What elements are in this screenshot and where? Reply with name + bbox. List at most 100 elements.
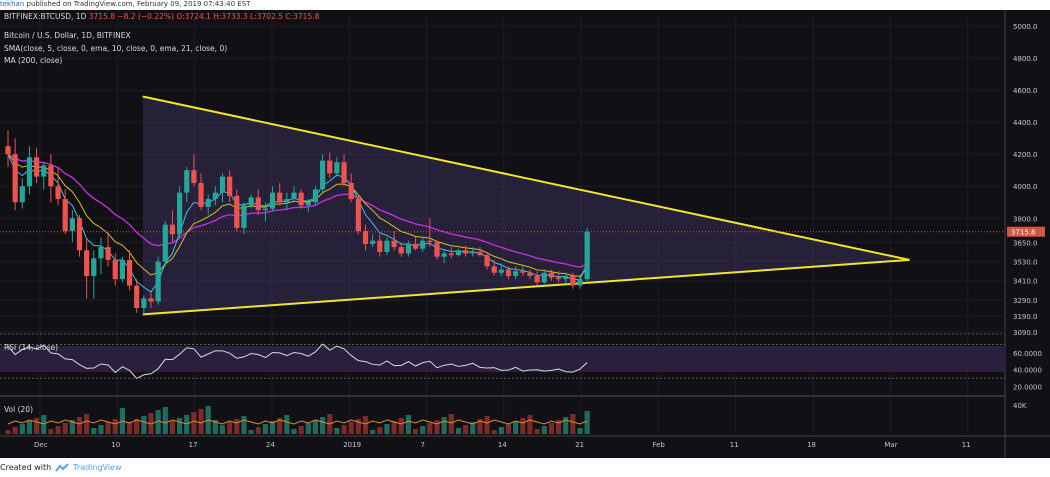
volume-bar	[448, 414, 454, 434]
volume-bar	[84, 414, 90, 434]
volume-bar	[584, 411, 590, 434]
candle-body	[141, 298, 147, 308]
volume-bar	[227, 422, 233, 434]
candle-body	[155, 261, 161, 302]
candle-body	[291, 192, 297, 200]
price-axis-label: 4600.0	[1013, 87, 1038, 95]
time-axis-label: 17	[189, 441, 198, 449]
volume-bar	[362, 416, 369, 434]
sma-legend[interactable]: SMA(close, 5, close, 0, ema, 10, close, …	[4, 44, 228, 53]
volume-bar	[155, 410, 161, 434]
volume-bar	[470, 422, 476, 434]
volume-bar	[398, 418, 404, 434]
candle-body	[91, 258, 97, 276]
volume-bar	[262, 424, 268, 434]
time-axis-label: 21	[575, 441, 584, 449]
volume-bar	[291, 429, 297, 434]
ma-legend[interactable]: MA (200, close)	[4, 56, 63, 65]
candle-body	[255, 197, 261, 211]
vol-axis-label: 40K	[1013, 402, 1027, 410]
volume-bar	[370, 430, 376, 434]
volume-ma-line	[7, 419, 588, 425]
candle-body	[348, 183, 354, 200]
volume-bar	[477, 419, 483, 434]
volume-bar	[76, 417, 83, 434]
candle-body	[19, 186, 25, 203]
candle-body	[412, 243, 419, 249]
publish-header: tekhan published on TradingView.com, Feb…	[0, 0, 1050, 9]
time-axis-label: 2019	[343, 441, 361, 449]
candle-body	[298, 192, 304, 206]
volume-bar	[248, 430, 254, 434]
candle-body	[441, 253, 447, 257]
candle-body	[434, 242, 440, 257]
volume-bar	[548, 423, 554, 434]
created-with-text: Created with	[0, 462, 52, 472]
author-name[interactable]: tekhan	[0, 0, 25, 8]
candle-body	[355, 199, 361, 232]
volume-bar	[284, 415, 290, 434]
volume-bar	[355, 419, 361, 434]
volume-bar	[520, 418, 526, 434]
volume-bar	[126, 422, 133, 434]
volume-bar	[513, 421, 519, 434]
volume-bar	[527, 415, 533, 434]
volume-bar	[320, 417, 326, 434]
candle-body	[470, 251, 476, 254]
candle-body	[548, 272, 554, 278]
candle-body	[41, 165, 47, 177]
volume-bar	[19, 424, 25, 434]
volume-bar	[405, 415, 411, 434]
volume-bar	[105, 422, 111, 434]
ohlc-values: O:3724.1 H:3733.3 L:3702.5 C:3715.8	[176, 12, 320, 21]
volume-bar	[169, 421, 176, 434]
volume-bar	[69, 420, 75, 434]
vol-legend[interactable]: Vol (20)	[4, 405, 34, 414]
candle-body	[527, 272, 533, 276]
candle-body	[262, 208, 268, 211]
volume-bar	[412, 429, 419, 434]
volume-bar	[191, 412, 197, 434]
candle-body	[48, 165, 54, 187]
price-axis-label: 3410.0	[1013, 278, 1038, 286]
price-axis-label: 3290.0	[1013, 297, 1038, 305]
price-axis-label: 3190.0	[1013, 313, 1038, 321]
candle-body	[105, 247, 111, 260]
candle-body	[177, 192, 183, 235]
rsi-legend[interactable]: RSI (14, close)	[4, 343, 59, 352]
volume-bar	[26, 421, 33, 434]
time-axis-label: 10	[111, 441, 120, 449]
candle-body	[5, 146, 11, 155]
volume-bar	[541, 426, 547, 434]
volume-bar	[434, 420, 440, 434]
volume-bar	[277, 418, 283, 434]
candle-body	[34, 157, 40, 177]
candle-body	[119, 259, 125, 280]
volume-bar	[198, 409, 204, 434]
candle-body	[219, 176, 226, 193]
volume-bar	[577, 428, 583, 434]
volume-bar	[34, 418, 40, 434]
candle-body	[370, 240, 376, 244]
price-axis-label: 3090.0	[1013, 329, 1038, 337]
candle-body	[55, 186, 61, 200]
brand-name[interactable]: TradingView	[73, 462, 122, 472]
chart-title: Bitcoin / U.S. Dollar, 1D, BITFINEX	[4, 31, 131, 40]
candle-body	[284, 199, 290, 203]
volume-bar	[505, 424, 512, 434]
candle-body	[584, 231, 590, 280]
candle-body	[205, 199, 211, 208]
candle-body	[520, 271, 526, 273]
volume-bar	[384, 424, 390, 434]
volume-bar	[241, 416, 247, 434]
rsi-band	[0, 346, 1005, 372]
tradingview-logo-icon	[55, 462, 69, 472]
volume-bar	[177, 418, 183, 434]
candle-body	[377, 240, 383, 252]
candle-body	[198, 183, 204, 208]
candle-body	[563, 275, 569, 280]
volume-bar	[48, 429, 54, 434]
volume-bar	[463, 425, 469, 434]
candle-body	[227, 176, 233, 196]
ema-line-cyan	[7, 153, 588, 293]
